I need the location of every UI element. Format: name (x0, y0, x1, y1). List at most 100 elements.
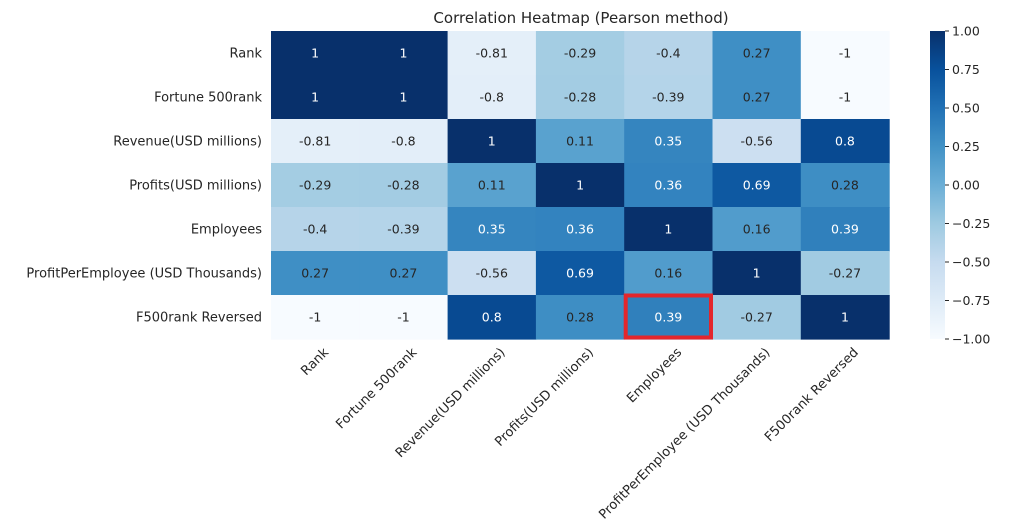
heatmap-cell (359, 251, 449, 296)
heatmap-cell (271, 31, 360, 76)
cell-annotation: 1 (399, 90, 407, 105)
colorbar: 1.00 0.75 0.50 0.25 0.00 −0.25 −0.50 −0.75 −1.00 (930, 24, 990, 347)
heatmap-cell (271, 251, 360, 296)
cell-annotation: 0.16 (654, 266, 682, 281)
cell-annotation: -0.27 (829, 266, 861, 281)
heatmap-cell (447, 119, 537, 164)
colorbar-tick-label: 0.00 (952, 178, 980, 193)
heatmap-cell (624, 251, 714, 296)
cell-annotation: -1 (839, 90, 851, 105)
cell-annotation: -0.29 (564, 46, 596, 61)
cell-annotation: 0.27 (301, 266, 329, 281)
row-label: Fortune 500rank (154, 91, 262, 106)
row-label: Revenue(USD millions) (113, 135, 262, 150)
row-label: Profits(USD millions) (129, 179, 262, 194)
heatmap-cell (359, 295, 449, 340)
cell-annotation: -0.28 (564, 90, 596, 105)
cell-annotation: -1 (839, 46, 851, 61)
heatmap-cell (359, 163, 449, 208)
heatmap-cell (447, 251, 537, 296)
cell-annotation: 1 (753, 266, 761, 281)
cell-annotation: 0.8 (482, 310, 502, 325)
cell-annotation: 1 (399, 46, 407, 61)
heatmap-cell (447, 163, 537, 208)
cell-annotation: 0.27 (390, 266, 418, 281)
cell-annotation: -0.39 (387, 222, 419, 237)
cell-annotation: 0.69 (743, 178, 771, 193)
heatmap-cell (535, 75, 625, 120)
row-labels: Rank Fortune 500rank Revenue(USD millions)… (26, 47, 262, 326)
cell-annotation: 0.27 (743, 90, 771, 105)
heatmap-cells (271, 31, 890, 340)
heatmap-cell (712, 75, 802, 120)
heatmap-cell (712, 119, 802, 164)
cell-annotation: -0.81 (476, 46, 508, 61)
heatmap-cell (624, 119, 714, 164)
cell-annotation: 0.11 (478, 178, 506, 193)
highlight-rectangle (623, 293, 714, 340)
colorbar-tick-label: 0.50 (952, 101, 980, 116)
heatmap-cell (712, 207, 802, 252)
heatmap-cell (800, 295, 890, 340)
cell-annotation: -0.29 (299, 178, 331, 193)
heatmap-cell (535, 251, 625, 296)
cell-annotation: -0.8 (391, 134, 415, 149)
colorbar-tick-label: −0.25 (952, 216, 990, 231)
cell-annotation: 0.27 (743, 46, 771, 61)
cell-annotation: 1 (311, 46, 319, 61)
colorbar-tick-label: −1.00 (952, 332, 990, 347)
colorbar-gradient (930, 31, 945, 339)
chart-title: Correlation Heatmap (Pearson method) (433, 9, 728, 27)
cell-annotation: 0.35 (478, 222, 506, 237)
cell-annotation: -1 (397, 310, 409, 325)
heatmap-cell (800, 207, 890, 252)
heatmap-cell (624, 163, 714, 208)
highlight-box (623, 293, 714, 340)
cell-annotation: -0.4 (303, 222, 327, 237)
row-label: Employees (191, 223, 262, 238)
heatmap-cell (535, 163, 625, 208)
cell-annotation: -1 (309, 310, 321, 325)
heatmap-cell (359, 207, 449, 252)
column-label: Rank (298, 345, 332, 379)
heatmap-cell (535, 119, 625, 164)
heatmap-cell (359, 75, 449, 120)
cell-annotation: -0.28 (387, 178, 419, 193)
heatmap-cell (271, 295, 360, 340)
heatmap-cell (624, 295, 714, 340)
heatmap-cell (800, 75, 890, 120)
heatmap-cell (624, 31, 714, 76)
heatmap-cell (447, 31, 537, 76)
cell-annotation: 1 (576, 178, 584, 193)
heatmap-cell (271, 75, 360, 120)
heatmap-cell (447, 295, 537, 340)
cell-annotation: 0.16 (743, 222, 771, 237)
heatmap-cell (800, 119, 890, 164)
heatmap-cell (271, 207, 360, 252)
cell-annotation: 1 (664, 222, 672, 237)
cell-annotation: 0.39 (654, 310, 682, 325)
heatmap-cell (800, 31, 890, 76)
heatmap-cell (271, 163, 360, 208)
colorbar-tick-label: 0.75 (952, 62, 980, 77)
row-label: ProfitPerEmployee (USD Thousands) (26, 267, 262, 282)
cell-annotation: 0.28 (566, 310, 594, 325)
colorbar-tick-label: 0.25 (952, 139, 980, 154)
cell-annotation: -0.56 (740, 134, 772, 149)
cell-annotation: 0.35 (654, 134, 682, 149)
cell-annotation: 0.69 (566, 266, 594, 281)
heatmap-cell (800, 251, 890, 296)
heatmap-cell (712, 31, 802, 76)
colorbar-tick-label: −0.50 (952, 255, 990, 270)
cell-annotation: -0.4 (656, 46, 680, 61)
cell-annotation: 0.28 (831, 178, 859, 193)
heatmap-cell (800, 163, 890, 208)
heatmap-cell (624, 207, 714, 252)
cell-annotation: 0.8 (835, 134, 855, 149)
heatmap-cell (624, 75, 714, 120)
heatmap-cell (712, 295, 802, 340)
heatmap-cell (447, 75, 537, 120)
heatmap-cell (535, 207, 625, 252)
column-label: ProfitPerEmployee (USD Thousands) (596, 345, 773, 522)
